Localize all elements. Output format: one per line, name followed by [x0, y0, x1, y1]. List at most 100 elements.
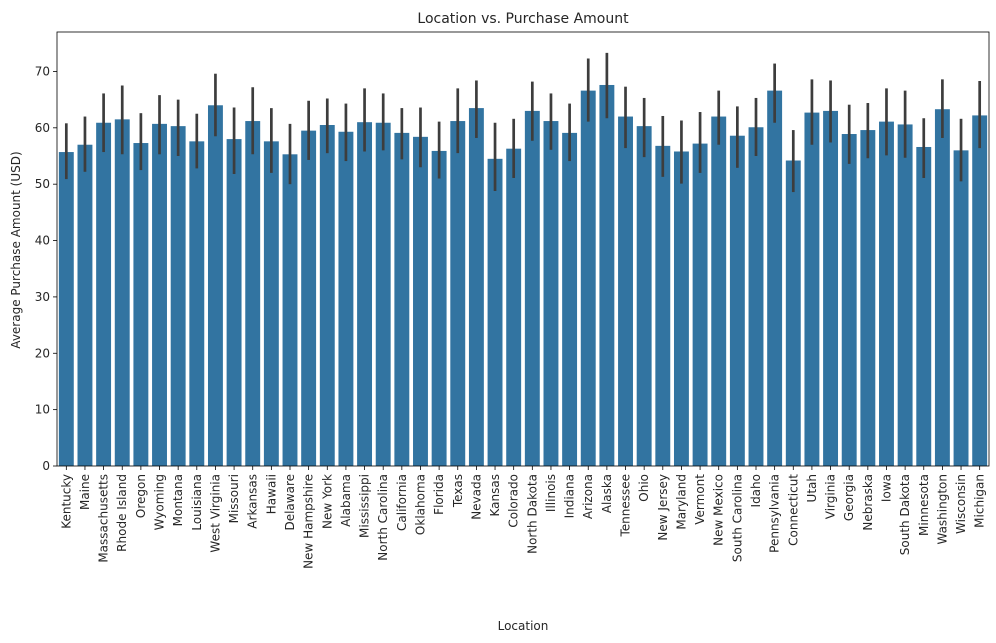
bar [282, 154, 298, 467]
x-tick-label: North Dakota [525, 474, 539, 554]
x-tick-label: Montana [171, 474, 185, 526]
bar [506, 148, 522, 466]
x-tick-label: Florida [432, 474, 446, 515]
y-tick-label: 50 [35, 177, 50, 191]
bar [413, 136, 428, 466]
bar [562, 132, 578, 466]
bar [618, 116, 633, 466]
bar [897, 124, 913, 466]
x-tick-label: Tennessee [619, 474, 633, 538]
x-tick-label: Virginia [824, 474, 838, 519]
bar [226, 139, 242, 466]
x-tick-label: Arkansas [246, 474, 260, 529]
x-tick-label: Wisconsin [954, 474, 968, 534]
x-tick-label: Missouri [227, 474, 241, 523]
x-tick-label: Texas [451, 474, 465, 508]
x-tick-label: North Carolina [376, 474, 390, 561]
bar [953, 150, 969, 466]
bar [133, 143, 149, 466]
y-tick-label: 60 [35, 121, 50, 135]
bar [972, 115, 988, 466]
x-tick-label: Maryland [674, 474, 688, 530]
x-tick-label: Iowa [879, 474, 893, 502]
errorbars-group [64, 52, 982, 193]
bar [934, 109, 950, 466]
y-tick-label: 20 [35, 346, 50, 360]
bar [245, 121, 261, 467]
bar [152, 123, 167, 466]
x-tick-label: Wyoming [153, 474, 167, 530]
y-tick-label: 40 [35, 234, 50, 248]
x-tick-label: Michigan [973, 474, 987, 528]
bar [543, 121, 559, 467]
bar [711, 116, 727, 466]
y-tick-label: 10 [35, 403, 50, 417]
bars-group [58, 84, 988, 467]
x-tick-label: New Mexico [712, 474, 726, 546]
x-tick-label: South Dakota [898, 474, 912, 555]
bar [692, 143, 708, 466]
bar [357, 122, 373, 466]
x-tick-label: Pennsylvania [768, 474, 782, 553]
bar [673, 151, 689, 466]
x-tick-label: New Jersey [656, 474, 670, 541]
x-tick-label: West Virginia [208, 474, 222, 553]
x-tick-label: Oklahoma [413, 474, 427, 535]
x-tick-label: Kansas [488, 474, 502, 516]
bar [170, 126, 186, 467]
bar [655, 145, 671, 466]
x-tick-label: New York [320, 474, 334, 529]
x-axis: Kentucky Maine Massachusetts Rhode Island Or… [59, 466, 987, 569]
x-tick-label: Georgia [842, 474, 856, 521]
x-tick-label: Nevada [469, 474, 483, 520]
bar [636, 126, 652, 467]
x-tick-label: Mississippi [358, 474, 372, 538]
x-tick-label: Washington [935, 474, 949, 545]
bar [189, 141, 205, 466]
x-tick-label: Colorado [507, 474, 521, 528]
bar [785, 160, 801, 466]
bar [77, 144, 93, 466]
bar [879, 121, 894, 467]
x-tick-label: Connecticut [786, 474, 800, 546]
bar [301, 130, 317, 467]
y-tick-label: 30 [35, 290, 50, 304]
bar [394, 132, 410, 466]
x-axis-label: Location [498, 619, 549, 633]
bar [319, 125, 335, 466]
bar [450, 121, 466, 467]
x-tick-label: Illinois [544, 474, 558, 512]
bar [524, 110, 540, 466]
x-tick-label: Alaska [600, 474, 614, 513]
bar [114, 119, 130, 466]
bar [375, 122, 391, 466]
x-tick-label: Massachusetts [97, 474, 111, 563]
bar [729, 135, 745, 466]
bar [841, 134, 857, 466]
x-tick-label: Delaware [283, 474, 297, 531]
x-tick-label: Alabama [339, 474, 353, 527]
x-tick-label: Kentucky [59, 474, 73, 529]
x-tick-label: Hawaii [264, 474, 278, 514]
chart-title: Location vs. Purchase Amount [417, 11, 629, 27]
bar [804, 112, 820, 466]
bar [207, 105, 223, 466]
x-tick-label: New Hampshire [302, 474, 316, 569]
x-tick-label: Maine [78, 474, 92, 510]
x-tick-label: Idaho [749, 474, 763, 507]
x-tick-label: Utah [805, 474, 819, 502]
bar [431, 150, 447, 466]
x-tick-label: Vermont [693, 474, 707, 525]
bar [58, 152, 74, 466]
x-tick-label: Arizona [581, 474, 595, 519]
y-tick-label: 0 [42, 459, 50, 473]
x-tick-label: Ohio [637, 474, 651, 502]
bar [580, 90, 596, 467]
x-tick-label: Indiana [563, 474, 577, 518]
x-tick-label: California [395, 474, 409, 531]
x-tick-label: Louisiana [190, 474, 204, 531]
y-axis-label: Average Purchase Amount (USD) [9, 151, 23, 348]
bar [338, 131, 354, 466]
x-tick-label: Rhode Island [115, 474, 129, 552]
